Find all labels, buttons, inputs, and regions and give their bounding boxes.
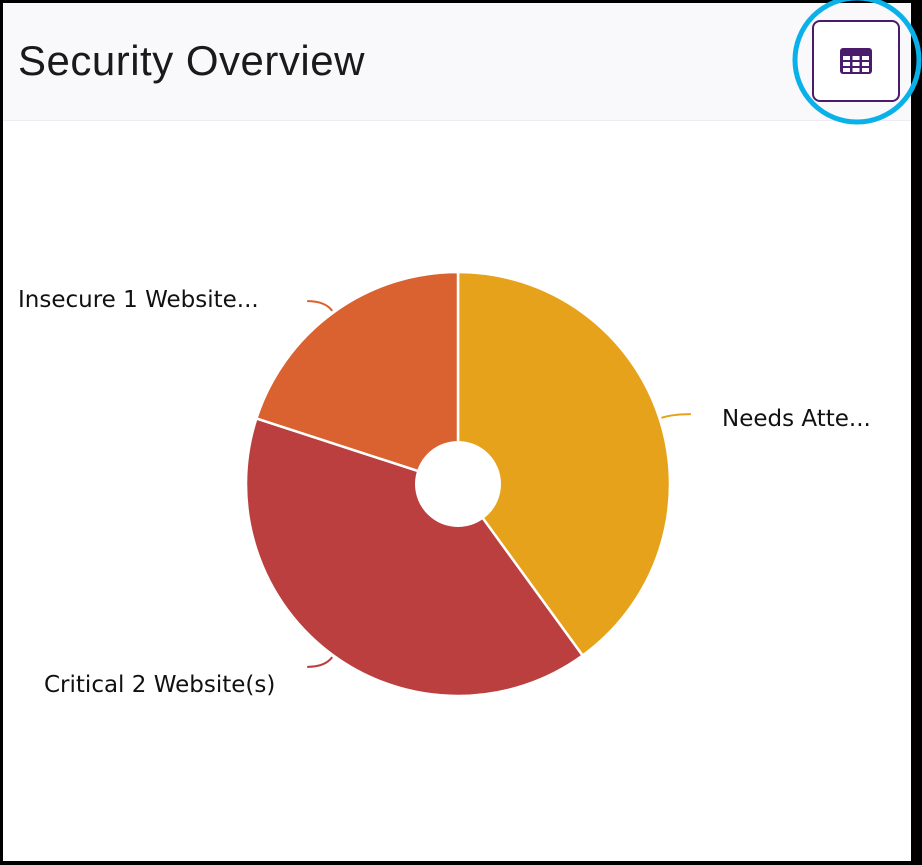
leader-line	[307, 300, 334, 312]
page-title: Security Overview	[18, 37, 365, 84]
leader-line	[661, 413, 691, 419]
security-overview-card: Security Overview	[3, 3, 911, 861]
pie-slice-critical[interactable]	[244, 416, 585, 698]
table-grid-icon	[840, 48, 872, 74]
donut-hole	[415, 441, 501, 527]
highlight-circle	[792, 0, 922, 125]
leader-line	[307, 656, 334, 668]
pie-slice-needs-attention[interactable]	[456, 270, 672, 658]
slice-label-needs-attention: Needs Atte...	[722, 406, 871, 432]
card-header: Security Overview	[3, 3, 911, 121]
slice-label-insecure: Insecure 1 Website...	[18, 287, 259, 313]
slice-label-critical: Critical 2 Website(s)	[44, 672, 275, 698]
table-view-button[interactable]	[812, 20, 900, 102]
pie-slice-insecure[interactable]	[254, 270, 460, 486]
